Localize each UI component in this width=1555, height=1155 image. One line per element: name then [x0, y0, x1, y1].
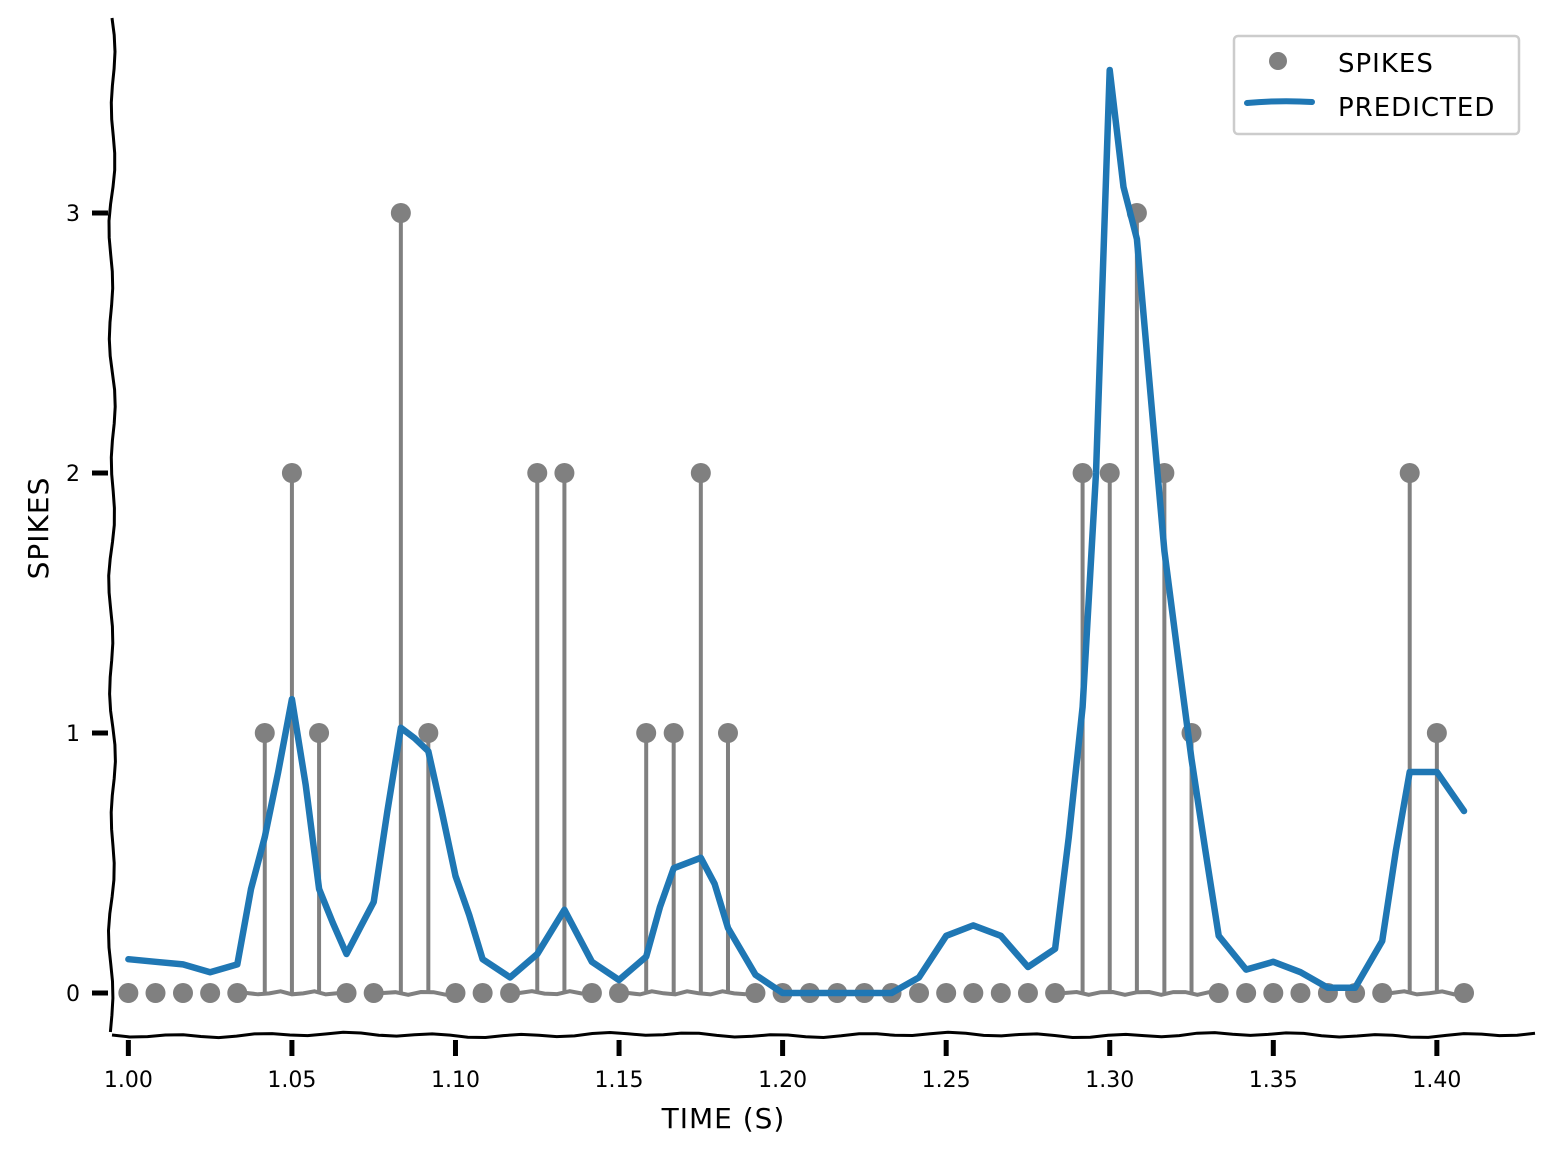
legend-spikes-label: SPIKES — [1338, 49, 1434, 79]
y-tick-label: 1 — [66, 722, 80, 747]
spike-marker — [1263, 983, 1284, 1003]
x-tick-label: 1.20 — [758, 1068, 807, 1093]
x-tick-label: 1.30 — [1085, 1068, 1134, 1093]
x-tick-label: 1.00 — [104, 1068, 153, 1093]
spike-marker — [227, 983, 248, 1003]
spike-marker — [554, 463, 575, 483]
y-axis-line — [106, 17, 117, 1033]
x-axis-line — [111, 1030, 1536, 1040]
spike-marker — [581, 983, 602, 1003]
stem-baseline-segment — [1064, 989, 1210, 997]
y-ticks: 0 1 2 3 — [66, 202, 108, 1007]
spike-marker — [1099, 463, 1120, 483]
spike-marker — [636, 723, 657, 743]
legend-predicted-label: PREDICTED — [1338, 93, 1495, 123]
spike-marker — [1208, 983, 1229, 1003]
spike-stems — [262, 213, 1439, 993]
x-tick-label: 1.40 — [1412, 1068, 1461, 1093]
spike-marker — [1017, 983, 1038, 1003]
spike-marker — [281, 463, 302, 483]
spike-marker — [336, 983, 357, 1003]
spike-marker — [118, 983, 139, 1003]
x-tick-label: 1.25 — [922, 1068, 971, 1093]
y-tick-label: 3 — [66, 202, 80, 227]
spike-marker — [145, 983, 166, 1003]
spike-marker — [390, 203, 411, 223]
spike-marker — [609, 983, 630, 1003]
spike-marker — [445, 983, 466, 1003]
legend: SPIKES PREDICTED — [1232, 34, 1521, 136]
spike-markers — [118, 203, 1475, 1003]
stem-baseline-segment — [1391, 989, 1456, 997]
predicted-line — [125, 66, 1468, 997]
spike-marker — [690, 463, 711, 483]
spike-marker — [745, 983, 766, 1003]
spike-marker — [663, 723, 684, 743]
x-ticks: 1.00 1.05 1.10 1.15 1.20 1.25 1.30 1.35 1.40 — [104, 1040, 1461, 1093]
spike-marker — [172, 983, 193, 1003]
spike-marker — [500, 983, 521, 1003]
stem-baseline-segment — [382, 989, 447, 997]
spike-marker — [254, 723, 275, 743]
x-tick-label: 1.05 — [267, 1068, 316, 1093]
y-tick-label: 2 — [66, 462, 80, 487]
spike-marker — [363, 983, 384, 1003]
x-tick-label: 1.15 — [595, 1068, 644, 1093]
stem-baseline-segment — [518, 989, 583, 997]
spike-marker — [1426, 723, 1447, 743]
spike-marker — [418, 723, 439, 743]
spike-marker — [1399, 463, 1420, 483]
spike-marker — [717, 723, 738, 743]
spike-marker — [909, 983, 930, 1003]
spike-marker — [990, 983, 1011, 1003]
legend-frame — [1232, 34, 1521, 136]
stem-baseline — [246, 989, 1456, 997]
stem-baseline-segment — [627, 989, 747, 997]
spike-marker — [1372, 983, 1393, 1003]
spike-marker — [1290, 983, 1311, 1003]
legend-predicted-swatch — [1244, 98, 1315, 106]
x-axis-label: TIME (S) — [661, 1102, 786, 1135]
spike-marker — [1236, 983, 1257, 1003]
axes — [106, 17, 1536, 1040]
y-axis-label: SPIKES — [22, 477, 55, 580]
spike-marker — [200, 983, 221, 1003]
spike-marker — [1454, 983, 1475, 1003]
x-tick-label: 1.10 — [431, 1068, 480, 1093]
predicted-line-layer — [125, 66, 1468, 997]
legend-spikes-marker — [1269, 52, 1287, 70]
stem-baseline-segment — [246, 989, 338, 997]
spike-marker — [472, 983, 493, 1003]
spike-marker — [1072, 463, 1093, 483]
spike-marker — [963, 983, 984, 1003]
y-tick-label: 0 — [66, 982, 80, 1007]
spike-marker — [527, 463, 548, 483]
spike-marker — [309, 723, 330, 743]
spike-marker — [1045, 983, 1066, 1003]
x-tick-label: 1.35 — [1249, 1068, 1298, 1093]
spike-marker — [936, 983, 957, 1003]
